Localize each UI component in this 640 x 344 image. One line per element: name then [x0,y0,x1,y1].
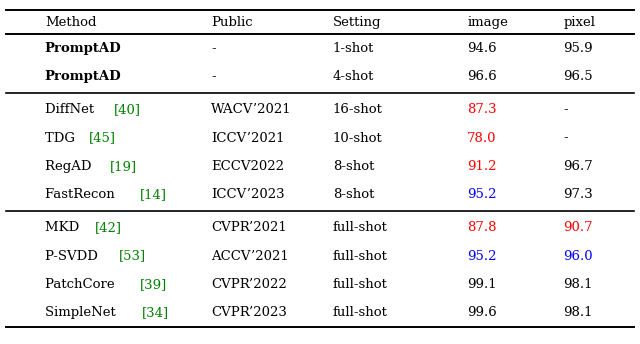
Text: Public: Public [211,16,253,29]
Text: 98.1: 98.1 [563,278,593,291]
Text: 87.3: 87.3 [467,104,497,116]
Text: TDG: TDG [45,132,79,144]
Text: Setting: Setting [333,16,381,29]
Text: ECCV2022: ECCV2022 [211,160,284,173]
Text: ICCV’2023: ICCV’2023 [211,188,285,201]
Text: ACCV’2021: ACCV’2021 [211,249,289,262]
Text: SimpleNet: SimpleNet [45,306,120,319]
Text: 97.3: 97.3 [563,188,593,201]
Text: 96.0: 96.0 [563,249,593,262]
Text: P-SVDD: P-SVDD [45,249,102,262]
Text: 78.0: 78.0 [467,132,497,144]
Text: -: - [211,42,216,55]
Text: 87.8: 87.8 [467,221,497,234]
Text: [39]: [39] [140,278,168,291]
Text: 96.5: 96.5 [563,70,593,83]
Text: PatchCore: PatchCore [45,278,118,291]
Text: DiffNet: DiffNet [45,104,98,116]
Text: [42]: [42] [95,221,122,234]
Text: full-shot: full-shot [333,221,388,234]
Text: full-shot: full-shot [333,249,388,262]
Text: 94.6: 94.6 [467,42,497,55]
Text: RegAD: RegAD [45,160,95,173]
Text: 95.9: 95.9 [563,42,593,55]
Text: -: - [563,104,568,116]
Text: 96.6: 96.6 [467,70,497,83]
Text: 16-shot: 16-shot [333,104,383,116]
Text: 90.7: 90.7 [563,221,593,234]
Text: [45]: [45] [89,132,116,144]
Text: full-shot: full-shot [333,278,388,291]
Text: FastRecon: FastRecon [45,188,119,201]
Text: WACV’2021: WACV’2021 [211,104,292,116]
Text: [40]: [40] [114,104,141,116]
Text: full-shot: full-shot [333,306,388,319]
Text: CVPR’2023: CVPR’2023 [211,306,287,319]
Text: 91.2: 91.2 [467,160,497,173]
Text: [14]: [14] [140,188,167,201]
Text: -: - [211,70,216,83]
Text: Method: Method [45,16,96,29]
Text: 4-shot: 4-shot [333,70,374,83]
Text: 99.1: 99.1 [467,278,497,291]
Text: 99.6: 99.6 [467,306,497,319]
Text: CVPR’2021: CVPR’2021 [211,221,287,234]
Text: 8-shot: 8-shot [333,160,374,173]
Text: ICCV’2021: ICCV’2021 [211,132,285,144]
Text: PromptAD: PromptAD [45,42,122,55]
Text: 1-shot: 1-shot [333,42,374,55]
Text: PromptAD: PromptAD [45,70,122,83]
Text: 8-shot: 8-shot [333,188,374,201]
Text: image: image [467,16,508,29]
Text: CVPR’2022: CVPR’2022 [211,278,287,291]
Text: [53]: [53] [118,249,146,262]
Text: 96.7: 96.7 [563,160,593,173]
Text: 95.2: 95.2 [467,188,497,201]
Text: pixel: pixel [563,16,595,29]
Text: 95.2: 95.2 [467,249,497,262]
Text: -: - [563,132,568,144]
Text: 10-shot: 10-shot [333,132,383,144]
Text: [34]: [34] [141,306,169,319]
Text: MKD: MKD [45,221,83,234]
Text: [19]: [19] [110,160,138,173]
Text: 98.1: 98.1 [563,306,593,319]
